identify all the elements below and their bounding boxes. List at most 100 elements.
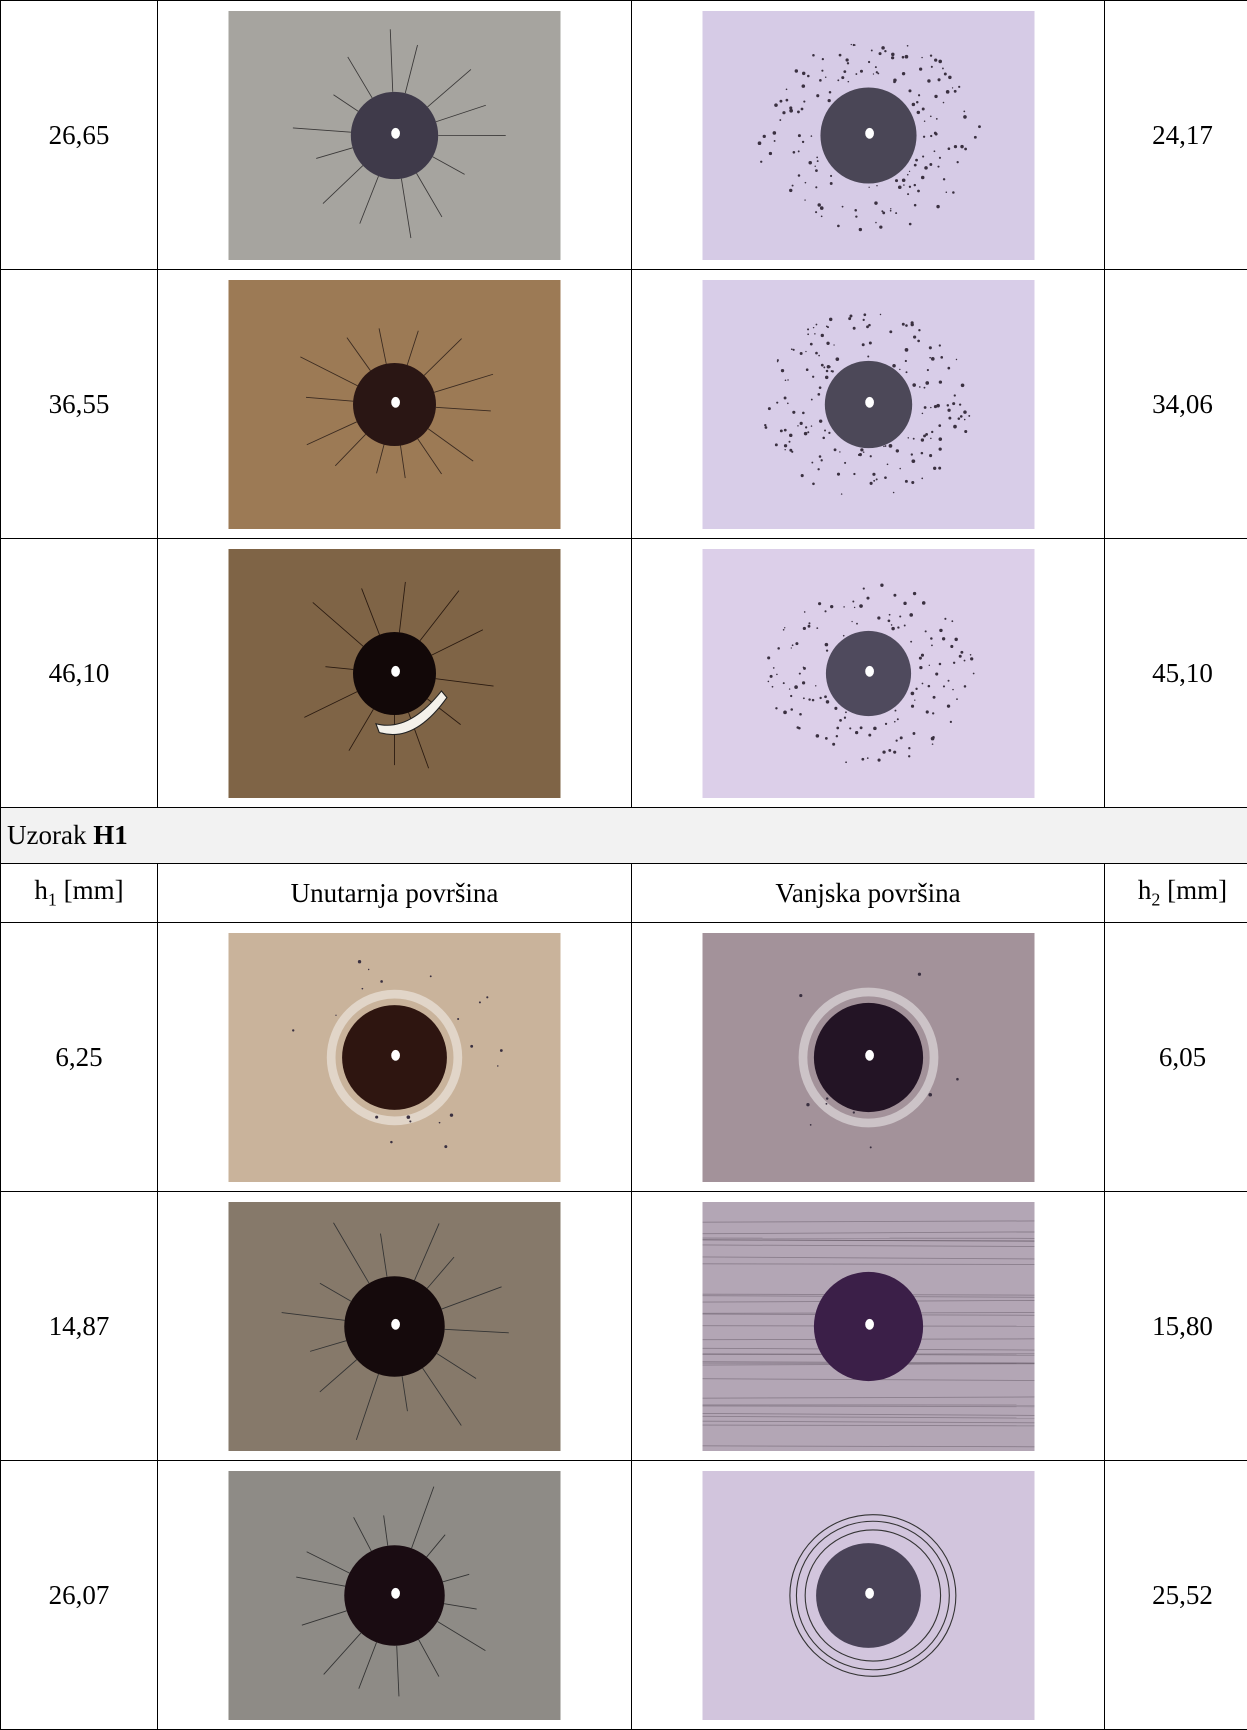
speckle xyxy=(952,688,953,689)
speckle xyxy=(875,478,877,480)
speckle xyxy=(908,185,910,187)
speckle xyxy=(880,583,883,586)
speckle xyxy=(877,72,879,74)
speckle xyxy=(843,606,845,608)
speckle xyxy=(869,481,872,484)
speckle xyxy=(798,672,800,674)
speckle xyxy=(776,359,778,361)
speckle xyxy=(923,120,924,121)
speckle xyxy=(850,43,851,44)
speckle xyxy=(910,691,914,695)
speckle xyxy=(800,107,803,110)
speckle xyxy=(945,90,949,94)
speckle xyxy=(930,637,933,640)
speckle xyxy=(843,70,846,73)
speckle xyxy=(861,757,864,760)
h1-value: 6,25 xyxy=(55,1042,102,1072)
speckle xyxy=(923,386,925,388)
speckle xyxy=(938,344,940,346)
outer-image-cell xyxy=(632,539,1105,808)
speckle xyxy=(807,431,809,433)
speckle xyxy=(884,445,886,447)
speckle xyxy=(784,627,785,628)
speckle xyxy=(817,392,820,395)
speckle xyxy=(784,449,785,450)
speckle xyxy=(938,437,942,441)
speckle xyxy=(951,620,953,622)
outer-image-cell xyxy=(632,1,1105,270)
speckle xyxy=(919,67,922,70)
header-symbol: h xyxy=(34,875,48,905)
speckle xyxy=(809,342,812,345)
speckle xyxy=(930,65,932,67)
speckle xyxy=(912,459,915,462)
speckle xyxy=(802,697,804,699)
speckle xyxy=(774,103,778,107)
speckle xyxy=(903,184,905,186)
speckle xyxy=(815,323,817,325)
speckle xyxy=(904,348,908,352)
speckle xyxy=(368,968,369,969)
speckle xyxy=(845,711,847,713)
speckle xyxy=(907,437,908,438)
speckle xyxy=(785,98,788,101)
speckle xyxy=(920,653,923,656)
speckle xyxy=(839,451,840,452)
speckle xyxy=(903,624,905,626)
speckle xyxy=(887,619,890,622)
speckle xyxy=(862,451,864,453)
speckle xyxy=(853,606,854,607)
speckle xyxy=(824,695,827,698)
micrograph-image xyxy=(228,11,561,260)
speckle xyxy=(908,755,910,757)
outer-image-cell xyxy=(632,1192,1105,1461)
indent-highlight xyxy=(865,396,874,407)
speckle xyxy=(908,222,911,225)
speckle xyxy=(922,155,924,157)
speckle xyxy=(830,605,833,608)
speckle xyxy=(853,472,855,474)
speckle xyxy=(794,685,798,689)
speckle xyxy=(430,975,432,977)
speckle xyxy=(409,1120,411,1122)
speckle xyxy=(789,188,792,191)
speckle xyxy=(852,600,854,602)
speckle xyxy=(972,672,974,674)
speckle xyxy=(810,398,812,400)
speckle xyxy=(937,165,939,167)
speckle xyxy=(791,184,793,186)
h2-value: 24,17 xyxy=(1152,120,1213,150)
speckle xyxy=(907,193,909,195)
speckle xyxy=(938,380,941,383)
speckle xyxy=(860,448,863,451)
speckle xyxy=(818,602,821,605)
speckle xyxy=(863,313,866,316)
speckle xyxy=(816,160,818,162)
speckle xyxy=(841,76,844,79)
speckle xyxy=(930,406,931,407)
speckle xyxy=(942,685,944,687)
micrograph-image xyxy=(228,1471,561,1720)
speckle xyxy=(908,89,911,92)
speckle xyxy=(957,417,960,420)
speckle xyxy=(769,674,772,677)
speckle xyxy=(828,431,830,433)
speckle xyxy=(909,613,913,617)
speckle xyxy=(792,150,795,153)
speckle xyxy=(964,429,967,432)
speckle xyxy=(921,682,923,684)
micrograph-image xyxy=(702,549,1035,798)
speckle xyxy=(942,67,944,69)
speckle xyxy=(833,344,834,345)
speckle xyxy=(951,87,952,88)
speckle xyxy=(486,996,488,998)
speckle xyxy=(775,707,777,709)
speckle xyxy=(820,333,823,336)
speckle xyxy=(938,59,942,63)
h2-cell: 15,80 xyxy=(1105,1192,1247,1461)
speckle xyxy=(789,108,793,112)
speckle xyxy=(837,79,839,81)
